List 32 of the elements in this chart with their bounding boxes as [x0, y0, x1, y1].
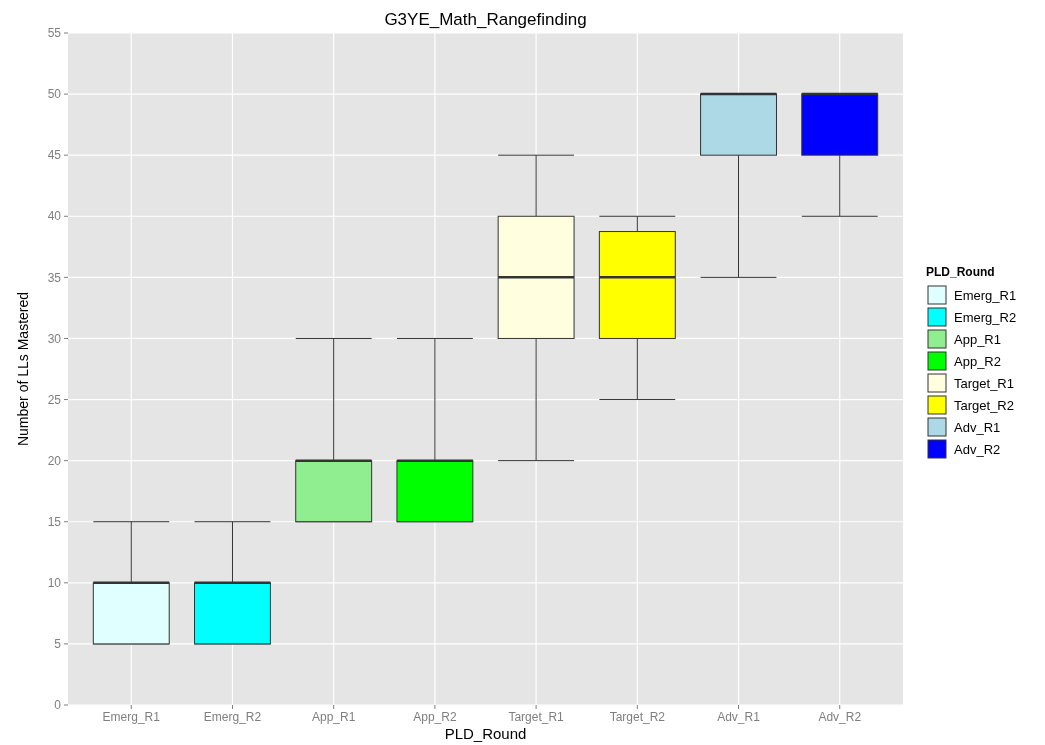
legend-label: Emerg_R2 — [954, 309, 1017, 325]
legend-title: PLD_Round — [926, 265, 995, 279]
y-tick-label: 5 — [54, 637, 62, 652]
x-tick-label: Emerg_R1 — [102, 710, 161, 724]
y-tick-label: 45 — [47, 148, 62, 163]
y-tick-label: 0 — [54, 698, 62, 713]
x-tick-label: Adv_R1 — [717, 710, 761, 724]
y-tick-label: 35 — [47, 270, 62, 285]
x-tick-label: App_R1 — [311, 710, 356, 724]
legend-label: Emerg_R1 — [954, 287, 1017, 303]
y-tick-label: 15 — [47, 514, 62, 529]
legend-label: Target_R1 — [954, 375, 1014, 391]
y-tick-label: 50 — [47, 87, 62, 102]
legend-label: App_R2 — [954, 353, 1001, 369]
x-tick-label: App_R2 — [413, 710, 457, 724]
y-tick-label: 30 — [47, 331, 62, 346]
x-tick-label: Emerg_R2 — [203, 710, 262, 724]
y-axis-title: Number of LLs Mastered — [15, 291, 31, 447]
x-axis-title: PLD_Round — [444, 725, 527, 742]
y-tick-label: 25 — [47, 392, 62, 407]
y-tick-label: 40 — [47, 209, 62, 224]
y-tick-label: 20 — [47, 453, 62, 468]
x-tick-label: Target_R2 — [609, 710, 666, 724]
x-tick-label: Adv_R2 — [818, 710, 862, 724]
legend-label: Adv_R1 — [954, 419, 1001, 435]
x-tick-label: Target_R1 — [508, 710, 565, 724]
legend-label: Adv_R2 — [954, 441, 1001, 457]
y-tick-label: 55 — [47, 26, 62, 41]
y-tick-label: 10 — [47, 576, 62, 591]
legend-label: Target_R2 — [954, 397, 1014, 413]
legend-label: App_R1 — [954, 331, 1001, 347]
chart-title: G3YE_Math_Rangefinding — [384, 10, 587, 29]
